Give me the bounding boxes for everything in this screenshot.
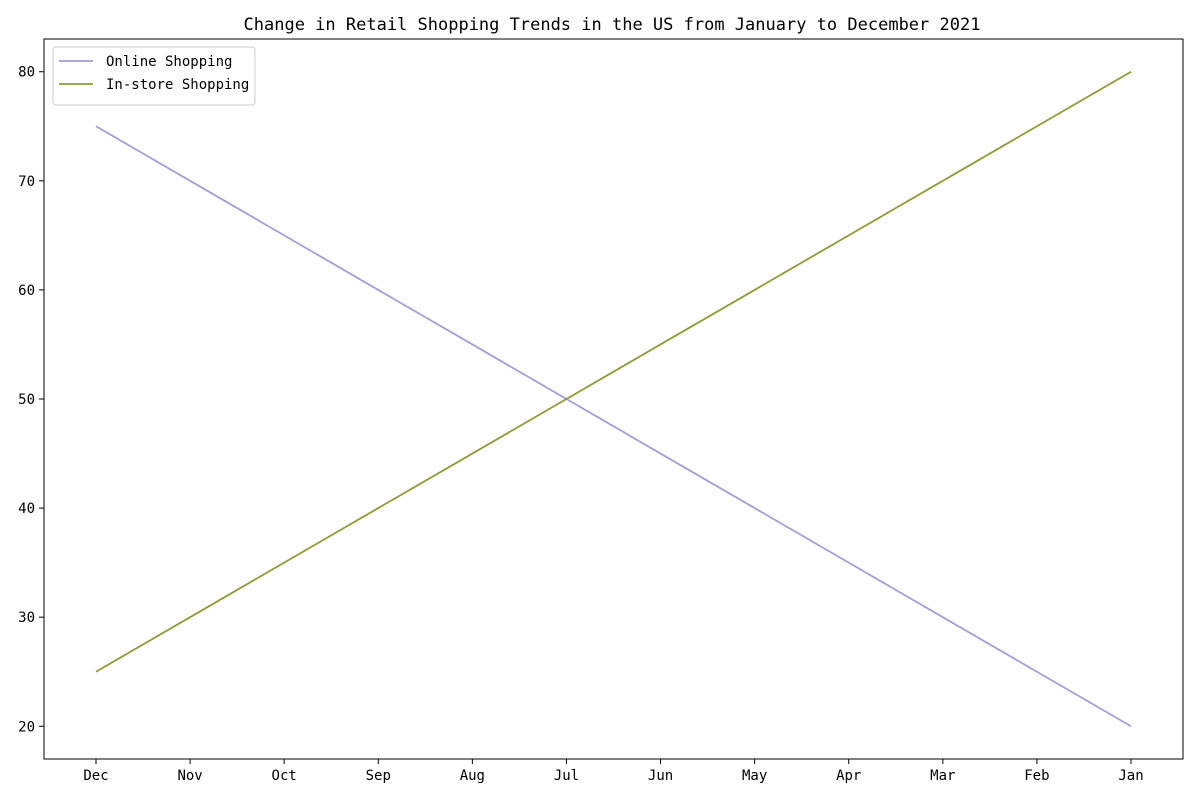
legend: Online Shopping In-store Shopping bbox=[52, 46, 256, 106]
x-tick-label: Jan bbox=[1118, 768, 1143, 784]
y-tick-label: 60 bbox=[18, 283, 35, 299]
y-tick-label: 80 bbox=[18, 65, 35, 81]
y-tick-label: 40 bbox=[18, 501, 35, 517]
legend-label: Online Shopping bbox=[106, 54, 232, 70]
series-line-online-shopping bbox=[95, 125, 1132, 728]
x-axis: Dec Nov Oct Sep Aug Jul Jun May Apr Mar Feb Jan bbox=[83, 759, 1144, 784]
x-tick-label: Jun bbox=[648, 768, 673, 784]
x-tick-label: Mar bbox=[930, 768, 955, 784]
y-tick-label: 70 bbox=[18, 174, 35, 190]
legend-box bbox=[52, 46, 256, 106]
plot-area-frame bbox=[43, 38, 1184, 760]
chart-title: Change in Retail Shopping Trends in the … bbox=[244, 15, 981, 35]
x-tick-label: May bbox=[742, 768, 767, 784]
x-tick-label: Jul bbox=[554, 768, 579, 784]
y-tick-label: 30 bbox=[18, 610, 35, 626]
x-tick-label: Dec bbox=[83, 768, 108, 784]
x-tick-label: Nov bbox=[177, 768, 202, 784]
x-tick-label: Sep bbox=[366, 768, 391, 784]
x-tick-label: Aug bbox=[460, 768, 485, 784]
x-tick-label: Apr bbox=[836, 768, 861, 784]
series-layer bbox=[95, 70, 1132, 728]
y-tick-label: 50 bbox=[18, 392, 35, 408]
legend-label: In-store Shopping bbox=[106, 77, 249, 93]
y-axis: 20 30 40 50 60 70 80 bbox=[18, 65, 44, 735]
series-line-in-store-shopping bbox=[95, 70, 1132, 673]
x-tick-label: Feb bbox=[1024, 768, 1049, 784]
y-tick-label: 20 bbox=[18, 719, 35, 735]
x-tick-label: Oct bbox=[272, 768, 297, 784]
